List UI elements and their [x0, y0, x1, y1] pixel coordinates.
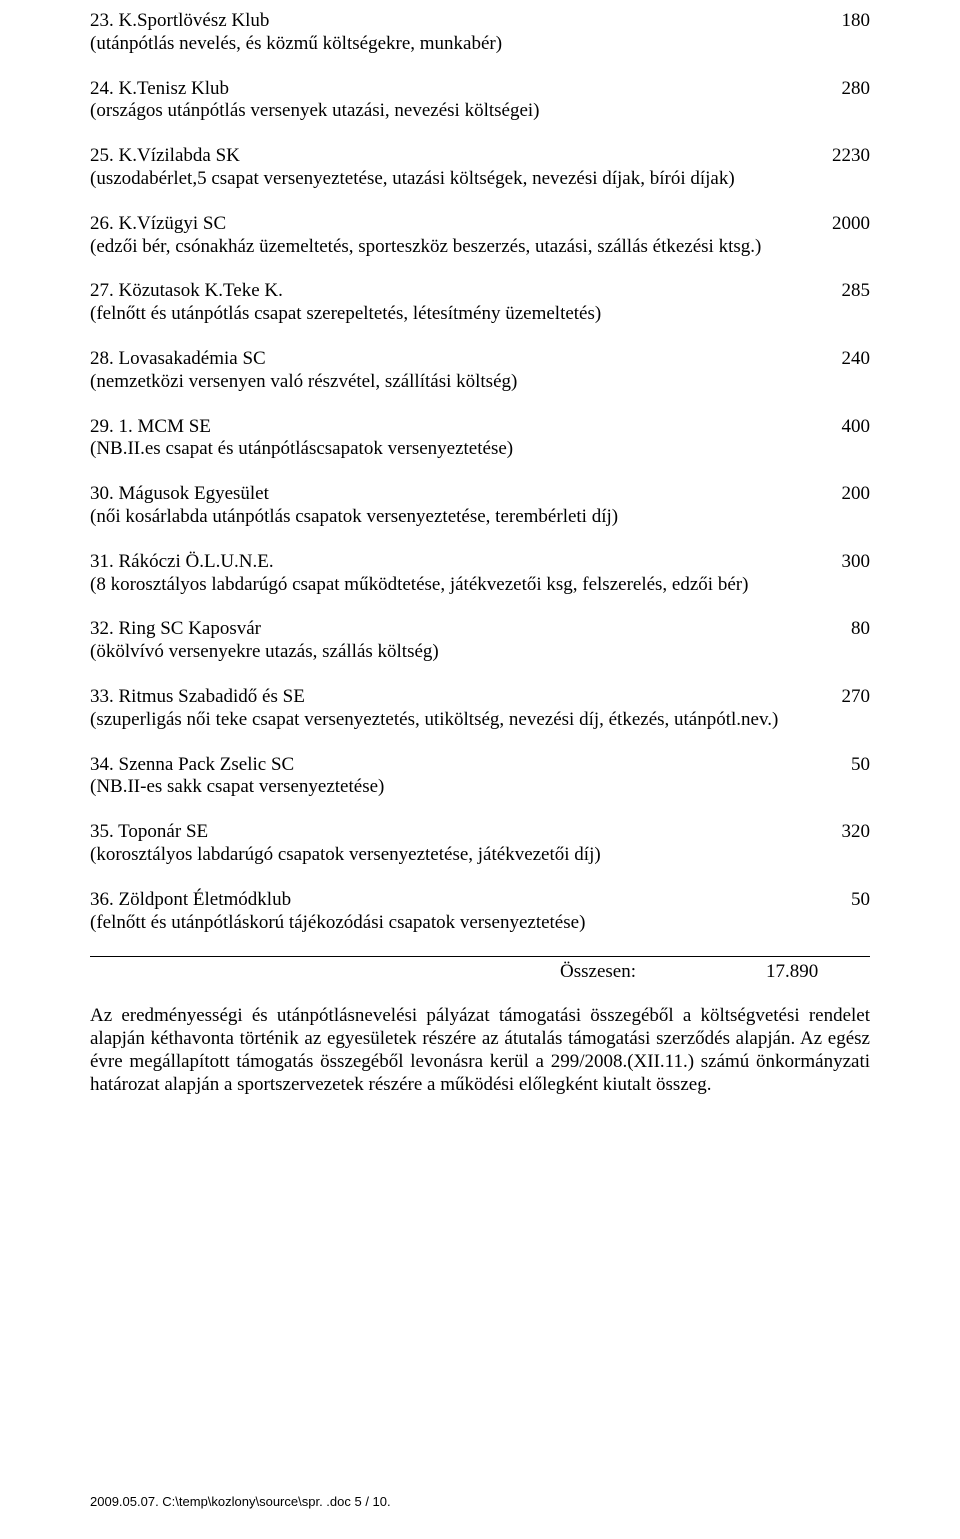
entry-name: 32. Ring SC Kaposvár: [90, 618, 261, 641]
entry-description: (ökölvívó versenyekre utazás, szállás kö…: [90, 641, 870, 664]
entry-description: (NB.II-es sakk csapat versenyeztetése): [90, 776, 870, 799]
entry-amount: 270: [822, 686, 871, 709]
entry-description: (felnőtt és utánpótlás csapat szerepelte…: [90, 303, 870, 326]
entry-title-row: 32. Ring SC Kaposvár 80: [90, 618, 870, 641]
entry: 25. K.Vízilabda SK 2230(uszodabérlet,5 cs…: [90, 145, 870, 191]
total-label: Összesen:: [560, 961, 636, 983]
entry: 28. Lovasakadémia SC 240(nemzetközi verse…: [90, 348, 870, 394]
entry-title-row: 34. Szenna Pack Zselic SC 50: [90, 754, 870, 777]
entry-name: 29. 1. MCM SE: [90, 416, 211, 439]
entry-title-row: 24. K.Tenisz Klub 280: [90, 78, 870, 101]
total-row: Összesen: 17.890: [90, 961, 870, 983]
entry-title-row: 26. K.Vízügyi SC 2000: [90, 213, 870, 236]
entry: 30. Mágusok Egyesület 200(női kosárlabda …: [90, 483, 870, 529]
entry-amount: 2230: [812, 145, 870, 168]
entry-title-row: 25. K.Vízilabda SK 2230: [90, 145, 870, 168]
entry-description: (országos utánpótlás versenyek utazási, …: [90, 100, 870, 123]
entry-title-row: 29. 1. MCM SE 400: [90, 416, 870, 439]
entry-name: 30. Mágusok Egyesület: [90, 483, 269, 506]
entry-name: 27. Közutasok K.Teke K.: [90, 280, 283, 303]
entry-amount: 400: [822, 416, 871, 439]
entry-description: (felnőtt és utánpótláskorú tájékozódási …: [90, 912, 870, 935]
entry-amount: 50: [831, 889, 870, 912]
entry-description: (nemzetközi versenyen való részvétel, sz…: [90, 371, 870, 394]
entry-name: 26. K.Vízügyi SC: [90, 213, 226, 236]
entry: 36. Zöldpont Életmódklub 50(felnőtt és ut…: [90, 889, 870, 935]
entry-description: (utánpótlás nevelés, és közmű költségekr…: [90, 33, 870, 56]
entry: 26. K.Vízügyi SC 2000(edzői bér, csónakhá…: [90, 213, 870, 259]
entry-title-row: 23. K.Sportlövész Klub 180: [90, 10, 870, 33]
entry-description: (korosztályos labdarúgó csapatok verseny…: [90, 844, 870, 867]
entry-title-row: 33. Ritmus Szabadidő és SE 270: [90, 686, 870, 709]
entries-list: 23. K.Sportlövész Klub 180(utánpótlás nev…: [90, 10, 870, 934]
entry-name: 24. K.Tenisz Klub: [90, 78, 229, 101]
entry: 31. Rákóczi Ö.L.U.N.E. 300(8 korosztályos…: [90, 551, 870, 597]
entry-name: 23. K.Sportlövész Klub: [90, 10, 269, 33]
entry-name: 33. Ritmus Szabadidő és SE: [90, 686, 305, 709]
entry-description: (NB.II.es csapat és utánpótláscsapatok v…: [90, 438, 870, 461]
entry: 34. Szenna Pack Zselic SC 50(NB.II-es sak…: [90, 754, 870, 800]
paragraph: Az eredményességi és utánpótlásnevelési …: [90, 1005, 870, 1096]
entry-title-row: 36. Zöldpont Életmódklub 50: [90, 889, 870, 912]
entry-description: (női kosárlabda utánpótlás csapatok vers…: [90, 506, 870, 529]
entry-name: 28. Lovasakadémia SC: [90, 348, 266, 371]
entry-description: (8 korosztályos labdarúgó csapat működte…: [90, 574, 870, 597]
entry: 24. K.Tenisz Klub 280(országos utánpótlás…: [90, 78, 870, 124]
entry-amount: 300: [822, 551, 871, 574]
entry-title-row: 31. Rákóczi Ö.L.U.N.E. 300: [90, 551, 870, 574]
entry-amount: 180: [822, 10, 871, 33]
entry-amount: 280: [822, 78, 871, 101]
entry: 33. Ritmus Szabadidő és SE 270(szuperligá…: [90, 686, 870, 732]
entry-amount: 285: [822, 280, 871, 303]
entry-name: 25. K.Vízilabda SK: [90, 145, 240, 168]
entry: 23. K.Sportlövész Klub 180(utánpótlás nev…: [90, 10, 870, 56]
entry-amount: 50: [831, 754, 870, 777]
entry: 32. Ring SC Kaposvár 80(ökölvívó versenye…: [90, 618, 870, 664]
entry: 29. 1. MCM SE 400(NB.II.es csapat és után…: [90, 416, 870, 462]
entry-amount: 2000: [812, 213, 870, 236]
entry-description: (edzői bér, csónakház üzemeltetés, sport…: [90, 236, 870, 259]
total-value: 17.890: [766, 961, 818, 983]
entry-name: 34. Szenna Pack Zselic SC: [90, 754, 294, 777]
entry-amount: 80: [831, 618, 870, 641]
entry-title-row: 30. Mágusok Egyesület 200: [90, 483, 870, 506]
footer-text: 2009.05.07. C:\temp\kozlony\source\spr. …: [90, 1494, 391, 1509]
page: 23. K.Sportlövész Klub 180(utánpótlás nev…: [0, 0, 960, 1539]
entry-name: 31. Rákóczi Ö.L.U.N.E.: [90, 551, 274, 574]
entry-name: 35. Toponár SE: [90, 821, 208, 844]
divider: [90, 956, 870, 957]
entry: 27. Közutasok K.Teke K. 285(felnőtt és ut…: [90, 280, 870, 326]
entry-name: 36. Zöldpont Életmódklub: [90, 889, 291, 912]
entry-title-row: 35. Toponár SE 320: [90, 821, 870, 844]
entry-amount: 200: [822, 483, 871, 506]
entry-description: (uszodabérlet,5 csapat versenyeztetése, …: [90, 168, 870, 191]
entry-description: (szuperligás női teke csapat versenyezte…: [90, 709, 870, 732]
entry-amount: 320: [822, 821, 871, 844]
entry-title-row: 28. Lovasakadémia SC 240: [90, 348, 870, 371]
entry-title-row: 27. Közutasok K.Teke K. 285: [90, 280, 870, 303]
entry: 35. Toponár SE 320(korosztályos labdarúgó…: [90, 821, 870, 867]
entry-amount: 240: [822, 348, 871, 371]
